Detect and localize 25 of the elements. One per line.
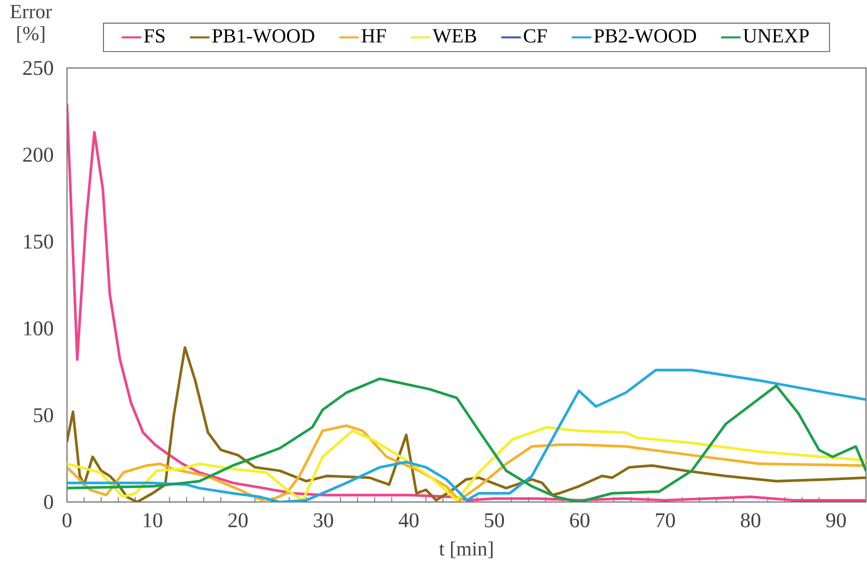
legend-label: UNEXP <box>743 29 809 43</box>
x-tick-label: 40 <box>398 513 419 528</box>
legend-label: FS <box>144 29 164 43</box>
y-tick-label: 150 <box>24 234 54 249</box>
x-axis-title: t [min] <box>439 542 493 558</box>
y-tick-label: 100 <box>24 321 54 336</box>
x-tick-label: 20 <box>228 513 248 528</box>
x-tick-label: 0 <box>62 513 72 528</box>
legend-label: WEB <box>432 29 476 43</box>
y-axis-title: Error [%] <box>10 5 52 43</box>
y-tick-label: 0 <box>44 494 54 510</box>
x-tick-label: 50 <box>484 513 504 528</box>
y-tick-label: 50 <box>34 408 54 422</box>
y-tick-label: 200 <box>23 148 54 162</box>
x-tick-label: 80 <box>740 513 760 528</box>
x-tick-label: 60 <box>570 513 590 528</box>
legend-label: PB1-WOOD <box>212 29 314 43</box>
x-tick-label: 30 <box>314 513 334 528</box>
x-tick-label: 70 <box>656 513 675 528</box>
legend-label: CF <box>524 29 547 43</box>
x-tick-label: 10 <box>144 513 162 528</box>
legend-label: HF <box>362 29 386 42</box>
legend-label: PB2-WOOD <box>594 29 696 43</box>
y-tick-label: 250 <box>23 60 54 76</box>
x-tick-label: 90 <box>826 513 846 528</box>
